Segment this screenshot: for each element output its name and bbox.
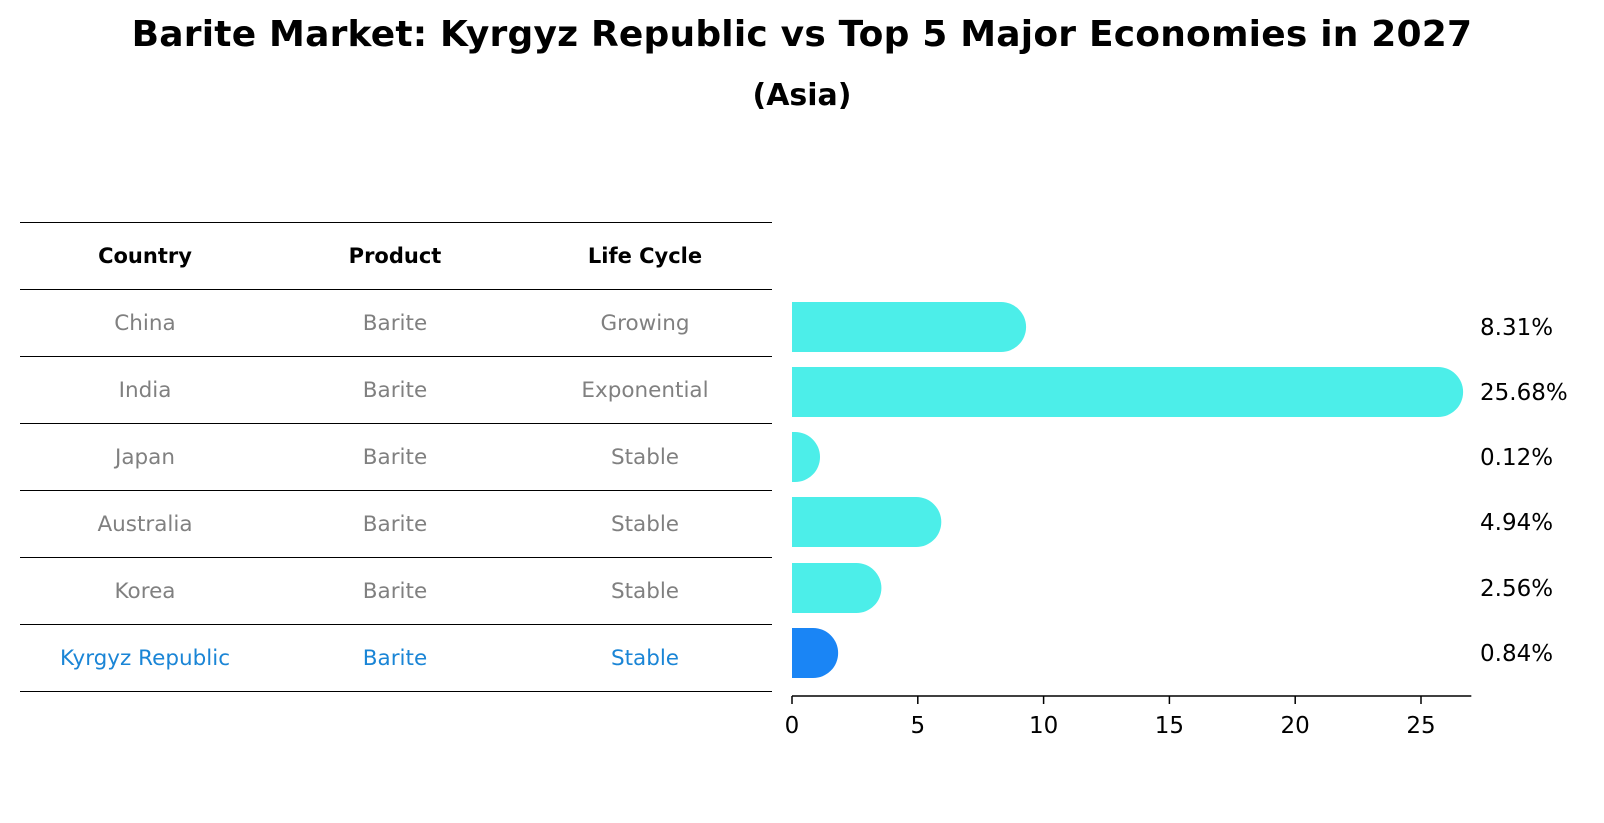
table-row-highlight: Kyrgyz Republic Barite Stable bbox=[20, 625, 772, 692]
cell-country: Australia bbox=[97, 511, 193, 537]
cell-product: Barite bbox=[362, 377, 428, 403]
bar-value-label: 25.68% bbox=[1480, 380, 1568, 406]
table-row: China Barite Growing bbox=[20, 290, 772, 357]
cell-country: Korea bbox=[114, 578, 176, 604]
x-tick-label: 10 bbox=[1029, 713, 1058, 739]
chart-subtitle: (Asia) bbox=[752, 78, 852, 113]
header-country: Country bbox=[98, 244, 192, 268]
cell-country: Japan bbox=[115, 444, 175, 470]
info-table: Country Product Life Cycle China Barite … bbox=[20, 222, 772, 692]
header-life-cycle: Life Cycle bbox=[587, 244, 703, 268]
bar-value-label: 4.94% bbox=[1480, 510, 1553, 536]
bar-india bbox=[792, 367, 1464, 417]
cell-country: Kyrgyz Republic bbox=[59, 645, 231, 671]
bar-korea bbox=[792, 563, 882, 613]
cell-country: India bbox=[118, 377, 172, 403]
cell-country: China bbox=[114, 310, 176, 336]
cell-product: Barite bbox=[362, 310, 428, 336]
x-tick-label: 20 bbox=[1281, 713, 1310, 739]
cell-life-cycle: Growing bbox=[600, 310, 690, 336]
bar-china bbox=[792, 302, 1027, 352]
table-row: Japan Barite Stable bbox=[20, 424, 772, 491]
header-product: Product bbox=[348, 244, 442, 268]
bar-australia bbox=[792, 497, 942, 547]
table-header-row: Country Product Life Cycle bbox=[20, 223, 772, 290]
bar-japan bbox=[792, 432, 821, 482]
cell-product: Barite bbox=[362, 645, 428, 671]
cell-life-cycle: Stable bbox=[610, 511, 680, 537]
bar-kyrgyz-republic bbox=[792, 628, 839, 678]
bar-value-label: 2.56% bbox=[1480, 576, 1553, 602]
cell-life-cycle: Stable bbox=[610, 578, 680, 604]
x-tick-label: 5 bbox=[910, 713, 925, 739]
chart-title: Barite Market: Kyrgyz Republic vs Top 5 … bbox=[131, 14, 1473, 55]
bar-value-label: 8.31% bbox=[1480, 315, 1553, 341]
bar-value-label: 0.12% bbox=[1480, 445, 1553, 471]
cell-product: Barite bbox=[362, 511, 428, 537]
table-row: Australia Barite Stable bbox=[20, 491, 772, 558]
x-tick-label: 15 bbox=[1155, 713, 1184, 739]
table-row: Korea Barite Stable bbox=[20, 558, 772, 625]
cell-life-cycle: Exponential bbox=[581, 377, 709, 403]
x-tick-label: 25 bbox=[1406, 713, 1435, 739]
cell-life-cycle: Stable bbox=[610, 645, 680, 671]
bar-value-label: 0.84% bbox=[1480, 641, 1553, 667]
cell-product: Barite bbox=[362, 444, 428, 470]
table-row: India Barite Exponential bbox=[20, 357, 772, 424]
x-tick-label: 0 bbox=[785, 713, 800, 739]
cell-life-cycle: Stable bbox=[610, 444, 680, 470]
cell-product: Barite bbox=[362, 578, 428, 604]
